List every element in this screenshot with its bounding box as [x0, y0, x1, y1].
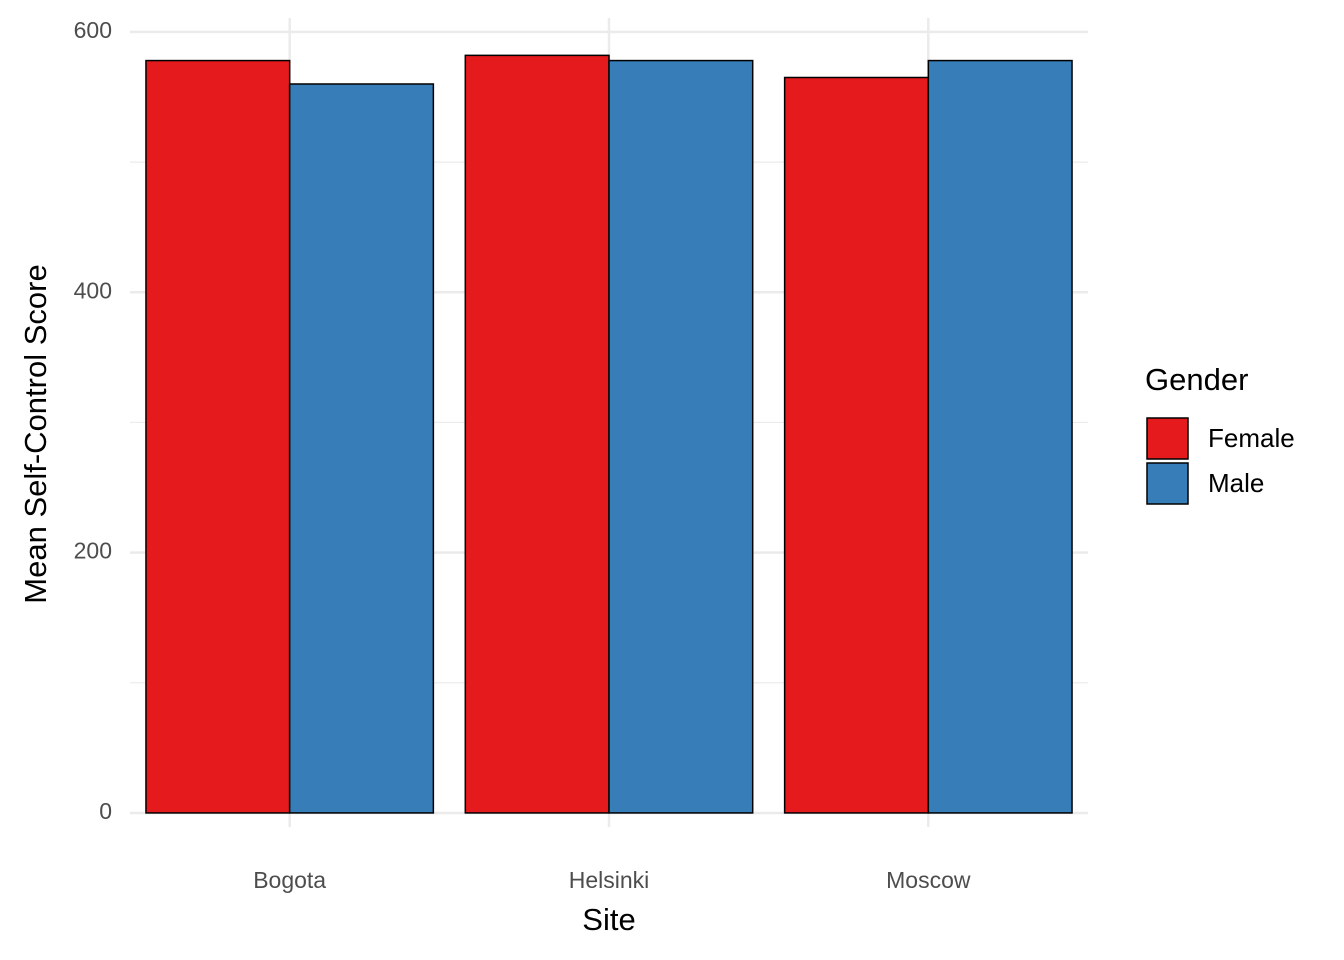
legend-key — [1146, 462, 1189, 505]
y-tick-label: 600 — [74, 17, 112, 43]
x-tick-label: Bogota — [253, 867, 326, 893]
bar — [927, 59, 1073, 814]
y-tick-label: 200 — [74, 538, 112, 564]
legend-label: Female — [1208, 423, 1295, 453]
y-axis-title: Mean Self-Control Score — [18, 264, 53, 603]
x-axis-title: Site — [582, 902, 635, 937]
legend-title: Gender — [1145, 362, 1248, 397]
bar — [145, 59, 291, 814]
bar — [464, 54, 610, 814]
bar — [783, 76, 930, 814]
bar — [288, 83, 435, 814]
x-tick-label: Moscow — [886, 867, 971, 893]
y-tick-label: 400 — [74, 277, 112, 303]
legend-key — [1146, 417, 1189, 460]
x-tick-label: Helsinki — [569, 867, 650, 893]
y-tick-label: 0 — [99, 798, 112, 824]
legend-label: Male — [1208, 468, 1264, 498]
bar — [608, 59, 754, 814]
